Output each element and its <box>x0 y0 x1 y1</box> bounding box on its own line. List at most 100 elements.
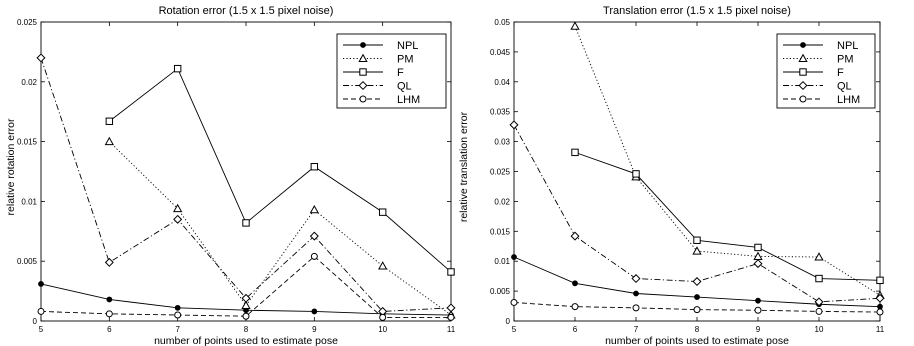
y-tick-label: 0.02 <box>21 78 37 87</box>
legend-label-ql: QL <box>837 81 852 93</box>
data-point-ql <box>446 303 456 313</box>
data-point-ql <box>875 293 885 303</box>
data-point-pm <box>309 204 319 214</box>
legend-marker-f <box>359 68 367 76</box>
data-point-lhm <box>571 303 579 311</box>
data-point-ql <box>509 120 519 130</box>
y-tick-label: 0.005 <box>490 287 511 296</box>
x-tick-label: 9 <box>312 325 317 334</box>
data-point-lhm <box>174 311 182 319</box>
series-f <box>105 64 455 276</box>
data-point-npl <box>755 297 761 304</box>
legend-box <box>776 33 876 109</box>
data-point-f <box>242 219 250 227</box>
legend-marker-pm <box>358 53 368 63</box>
legend-marker-npl <box>360 42 366 48</box>
data-point-lhm <box>242 312 250 320</box>
data-point-pm <box>173 203 183 213</box>
legend-box <box>336 33 447 109</box>
data-point-ql <box>173 214 183 224</box>
y-tick-label: 0 <box>33 317 38 326</box>
legend-label-lhm: LHM <box>837 94 860 106</box>
data-point-lhm <box>310 252 318 260</box>
data-point-lhm <box>876 308 884 316</box>
y-tick-label: 0.015 <box>17 138 38 147</box>
data-point-npl <box>877 303 883 310</box>
data-point-ql <box>814 297 824 307</box>
legend-marker-ql <box>798 80 808 91</box>
data-point-ql <box>631 274 641 284</box>
legend-label-f: F <box>837 67 844 79</box>
data-point-f <box>173 64 182 73</box>
y-tick-label: 0.025 <box>17 18 38 27</box>
x-tick-label: 11 <box>876 325 885 334</box>
y-tick-label: 0.04 <box>494 78 510 87</box>
x-tick-label: 5 <box>512 325 517 334</box>
x-tick-label: 6 <box>107 325 112 334</box>
data-point-lhm <box>693 306 701 314</box>
legend-marker-lhm <box>359 95 367 103</box>
series-pm <box>104 136 456 319</box>
y-tick-label: 0.045 <box>490 48 511 57</box>
data-point-f <box>105 117 114 125</box>
y-tick-label: 0.01 <box>494 257 510 266</box>
data-point-pm <box>104 136 114 146</box>
y-tick-label: 0.03 <box>494 138 510 147</box>
legend-marker-lhm <box>799 95 807 103</box>
data-point-npl <box>511 254 517 260</box>
legend-label-pm: PM <box>397 54 414 66</box>
series-line-f <box>109 67 452 273</box>
x-tick-label: 6 <box>573 325 578 334</box>
y-axis-label: relative translation error <box>458 111 470 222</box>
legend-marker-pm <box>798 53 808 63</box>
legend-label-npl: NPL <box>837 40 858 52</box>
series-line-pm <box>574 26 881 296</box>
x-axis-label: number of points used to estimate pose <box>605 335 789 346</box>
x-tick-label: 11 <box>447 325 456 334</box>
series-line-ql <box>513 124 881 303</box>
data-point-f <box>876 276 884 285</box>
legend-label-pm: PM <box>837 54 854 66</box>
x-tick-label: 10 <box>378 325 387 334</box>
data-point-f <box>815 274 823 283</box>
x-tick-label: 9 <box>756 325 761 334</box>
legend-marker-ql <box>358 80 368 91</box>
chart-title: Rotation error (1.5 x 1.5 pixel noise) <box>159 5 334 17</box>
y-tick-label: 0.025 <box>490 168 511 177</box>
y-tick-label: 0.005 <box>17 257 38 266</box>
data-point-lhm <box>447 313 455 321</box>
series-line-pm <box>109 141 452 316</box>
data-point-npl <box>311 308 318 315</box>
x-tick-label: 10 <box>815 325 824 334</box>
y-tick-label: 0.02 <box>494 197 510 206</box>
legend-label-f: F <box>397 67 404 79</box>
data-point-pm <box>692 246 702 255</box>
data-point-f <box>447 268 455 276</box>
data-point-ql <box>753 259 763 269</box>
data-point-lhm <box>815 307 823 315</box>
y-tick-label: 0.035 <box>490 108 511 117</box>
rotation-error-chart: Rotation error (1.5 x 1.5 pixel noise) n… <box>5 5 456 346</box>
data-point-npl <box>694 294 700 300</box>
legend-marker-npl <box>800 42 806 48</box>
x-tick-label: 5 <box>39 325 44 334</box>
legend-label-lhm: LHM <box>397 94 420 106</box>
y-tick-label: 0.01 <box>21 197 37 206</box>
data-point-ql <box>36 53 46 63</box>
x-axis-label: number of points used to estimate pose <box>154 335 338 346</box>
data-point-lhm <box>632 304 640 312</box>
x-tick-label: 7 <box>175 325 180 334</box>
legend-marker-f <box>799 68 807 76</box>
data-point-npl <box>174 304 181 311</box>
x-tick-label: 7 <box>634 325 639 334</box>
data-point-npl <box>633 290 639 297</box>
data-point-ql <box>570 231 580 241</box>
data-point-ql <box>104 257 114 267</box>
data-point-lhm <box>37 307 45 315</box>
data-point-pm <box>570 21 580 30</box>
series-lhm <box>510 298 884 316</box>
series-f <box>571 148 884 285</box>
